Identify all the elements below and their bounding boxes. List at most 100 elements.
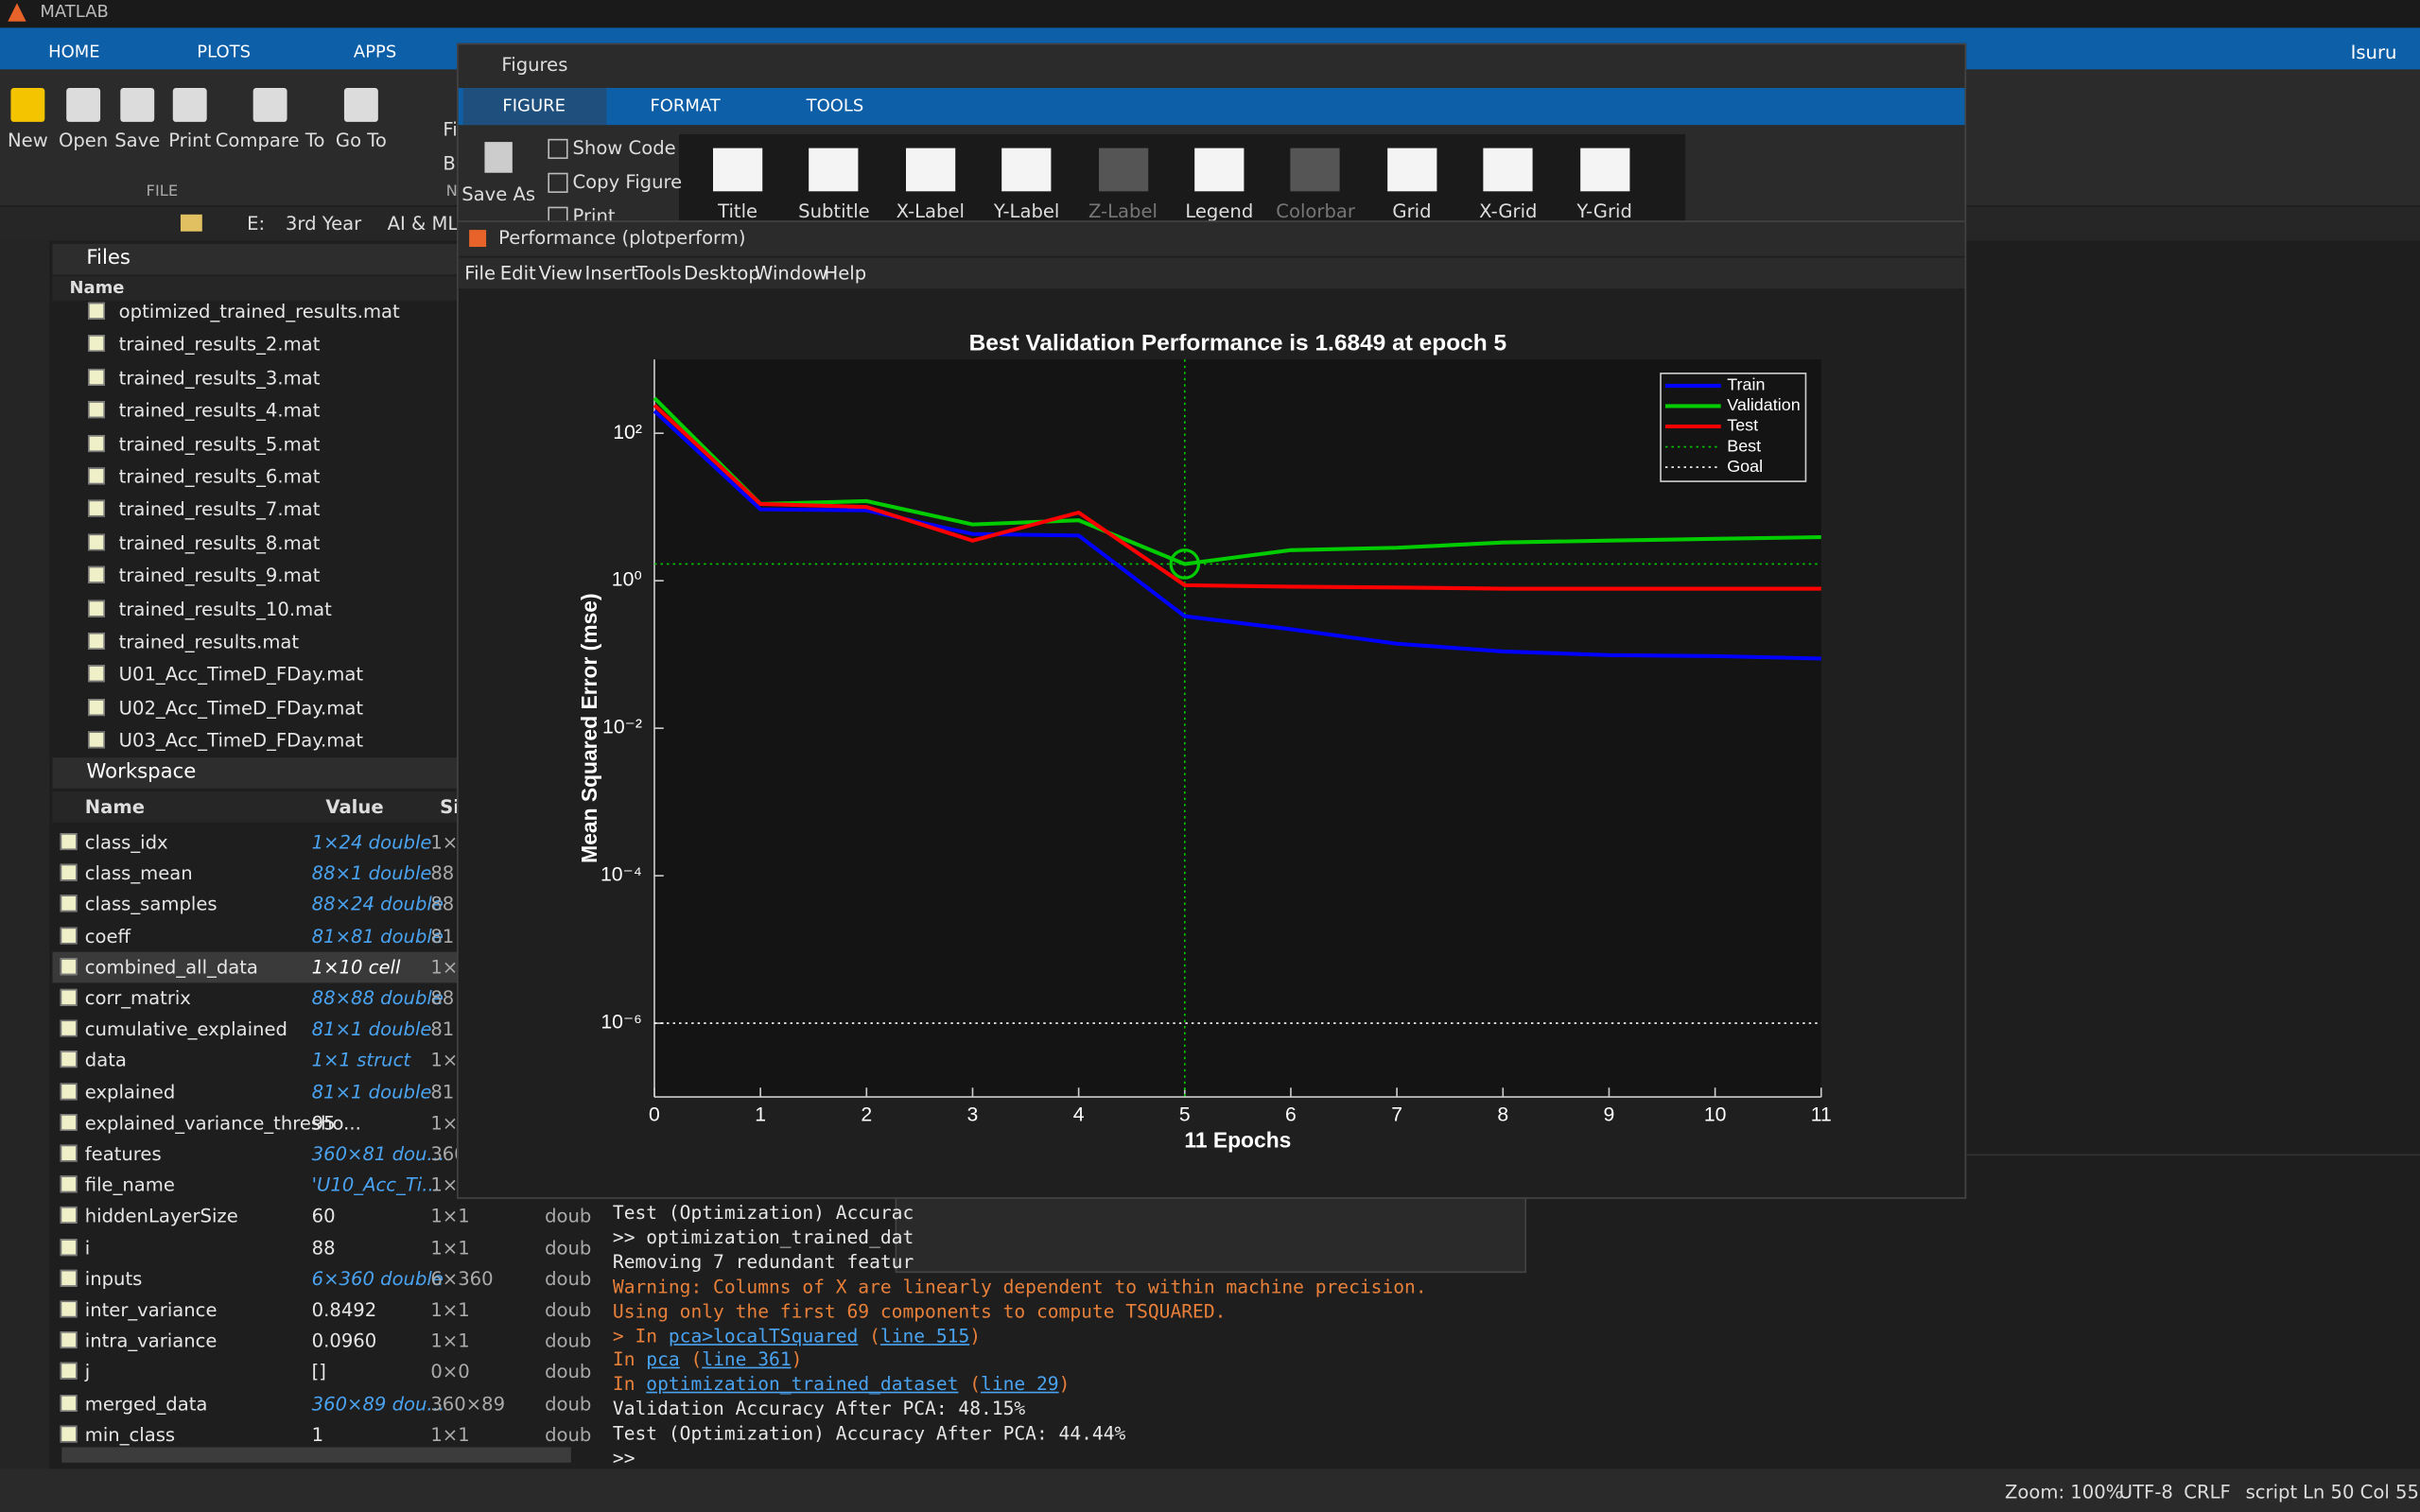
file-item[interactable]: trained_results_5.mat [118, 432, 321, 455]
path-segment[interactable]: 3rd Year [285, 213, 362, 235]
command-text: ( [958, 1373, 982, 1396]
figure-tab[interactable]: FORMAT [650, 96, 721, 116]
path-segment[interactable]: AI & ML [387, 213, 459, 235]
variable-name[interactable]: features [84, 1143, 162, 1165]
menu-item[interactable]: File [464, 262, 496, 285]
file-item[interactable]: trained_results_9.mat [118, 565, 321, 587]
code-link[interactable]: pca [646, 1348, 680, 1371]
gallery-item[interactable]: Y-Label [993, 200, 1060, 222]
file-icon [88, 434, 105, 452]
toolstrip-button[interactable]: New [8, 130, 48, 151]
file-item[interactable]: U03_Acc_TimeD_FDay.mat [118, 730, 364, 752]
variable-name[interactable]: data [84, 1050, 127, 1071]
variable-name[interactable]: coeff [84, 925, 131, 947]
variable-name[interactable]: file_name [84, 1173, 175, 1196]
file-icon [88, 368, 105, 386]
code-link[interactable]: line 29 [981, 1373, 1059, 1396]
user-name[interactable]: Isuru [2350, 42, 2397, 63]
file-item[interactable]: optimized_trained_results.mat [118, 301, 400, 323]
toolstrip-button[interactable]: Print [168, 130, 212, 151]
gallery-item[interactable]: Subtitle [798, 200, 870, 222]
menu-item[interactable]: Window [755, 262, 828, 285]
ribbon-tab[interactable]: PLOTS [197, 42, 251, 62]
command-text: >> optimization_trained_dat [612, 1225, 914, 1248]
gallery-icon [712, 148, 763, 192]
toolstrip-button[interactable]: Compare To [215, 130, 325, 151]
gallery-item[interactable]: X-Label [896, 200, 965, 222]
ribbon-tab[interactable]: APPS [353, 42, 397, 62]
button-icon [252, 88, 287, 122]
figure-tab[interactable]: TOOLS [806, 96, 864, 116]
variable-name[interactable]: explained_variance_thresho... [84, 1112, 361, 1134]
gallery-item[interactable]: Y-Grid [1576, 200, 1632, 222]
gallery-icon [1386, 148, 1437, 192]
file-item[interactable]: trained_results_10.mat [118, 598, 332, 620]
file-item[interactable]: trained_results_4.mat [118, 399, 321, 422]
ribbon-tab[interactable]: HOME [48, 42, 100, 62]
variable-icon [60, 1425, 78, 1443]
variable-name[interactable]: corr_matrix [84, 987, 191, 1010]
toolbar-button[interactable]: Show Code [572, 137, 676, 160]
path-segment[interactable]: E: [247, 213, 266, 235]
variable-value: 360×89 dou... [311, 1392, 445, 1415]
toolstrip-button[interactable]: Save [114, 130, 161, 151]
gallery-item[interactable]: Grid [1392, 200, 1432, 222]
code-link[interactable]: pca>localTSquared [668, 1324, 859, 1347]
file-item[interactable]: trained_results_2.mat [118, 334, 321, 356]
file-item[interactable]: trained_results_6.mat [118, 465, 321, 488]
variable-name[interactable]: class_idx [84, 831, 168, 854]
variable-name[interactable]: inter_variance [84, 1298, 218, 1321]
x-tick-label: 11 [1811, 1104, 1832, 1125]
y-tick-label: 10⁻⁶ [601, 1012, 642, 1034]
file-item[interactable]: U02_Acc_TimeD_FDay.mat [118, 697, 364, 720]
figure-tab[interactable]: FIGURE [502, 96, 566, 116]
variable-name[interactable]: class_mean [84, 862, 193, 885]
menu-item[interactable]: View [538, 262, 583, 285]
variable-name[interactable]: explained [84, 1081, 176, 1103]
variable-name[interactable]: i [84, 1236, 91, 1259]
gallery-item[interactable]: Colorbar [1276, 200, 1355, 222]
variable-name[interactable]: merged_data [84, 1392, 208, 1415]
command-text: ) [1058, 1373, 1071, 1396]
file-icon [88, 665, 105, 683]
code-link[interactable]: line 515 [879, 1324, 970, 1347]
code-link[interactable]: optimization_trained_dataset [646, 1373, 959, 1396]
file-icon [88, 731, 105, 749]
legend-label: Train [1727, 375, 1765, 394]
toolstrip-button[interactable]: Open [58, 130, 109, 151]
command-line: In optimization_trained_dataset (line 29… [613, 1374, 1070, 1396]
file-item[interactable]: trained_results_7.mat [118, 498, 321, 521]
gallery-item[interactable]: Legend [1185, 200, 1254, 222]
variable-name[interactable]: min_class [84, 1423, 176, 1446]
variable-name[interactable]: intra_variance [84, 1330, 218, 1352]
variable-name[interactable]: hiddenLayerSize [84, 1205, 238, 1227]
gallery-item[interactable]: X-Grid [1479, 200, 1538, 222]
command-line: Warning: Columns of X are linearly depen… [613, 1276, 1427, 1297]
menu-item[interactable]: Desktop [683, 262, 760, 285]
gallery-item[interactable]: Title [718, 200, 758, 222]
file-item[interactable]: trained_results_3.mat [118, 366, 321, 389]
menu-item[interactable]: Help [824, 262, 867, 285]
variable-name[interactable]: j [84, 1361, 91, 1383]
toolstrip-button[interactable]: Go To [335, 130, 387, 151]
code-link[interactable]: line 361 [702, 1348, 792, 1371]
variable-name[interactable]: combined_all_data [84, 956, 258, 979]
menu-item[interactable]: Insert [584, 262, 638, 285]
file-item[interactable]: trained_results_8.mat [118, 531, 321, 554]
variable-icon [60, 1269, 78, 1287]
file-item[interactable]: trained_results.mat [118, 631, 300, 653]
app-title: MATLAB [40, 1, 109, 22]
menu-item[interactable]: Tools [635, 262, 682, 285]
toolbar-button[interactable]: Save As [461, 183, 536, 206]
variable-value: 81×1 double [311, 1081, 432, 1103]
variable-name[interactable]: cumulative_explained [84, 1018, 287, 1041]
variable-name[interactable]: class_samples [84, 894, 218, 916]
gallery-item[interactable]: Z-Label [1088, 200, 1158, 222]
variable-value: 88×1 double [311, 862, 432, 885]
variable-name[interactable]: inputs [84, 1267, 143, 1290]
folder-icon [180, 214, 202, 232]
menu-item[interactable]: Edit [499, 262, 536, 285]
file-item[interactable]: U01_Acc_TimeD_FDay.mat [118, 664, 364, 686]
toolbar-button[interactable]: Copy Figure [572, 171, 683, 193]
files-header [52, 243, 458, 275]
